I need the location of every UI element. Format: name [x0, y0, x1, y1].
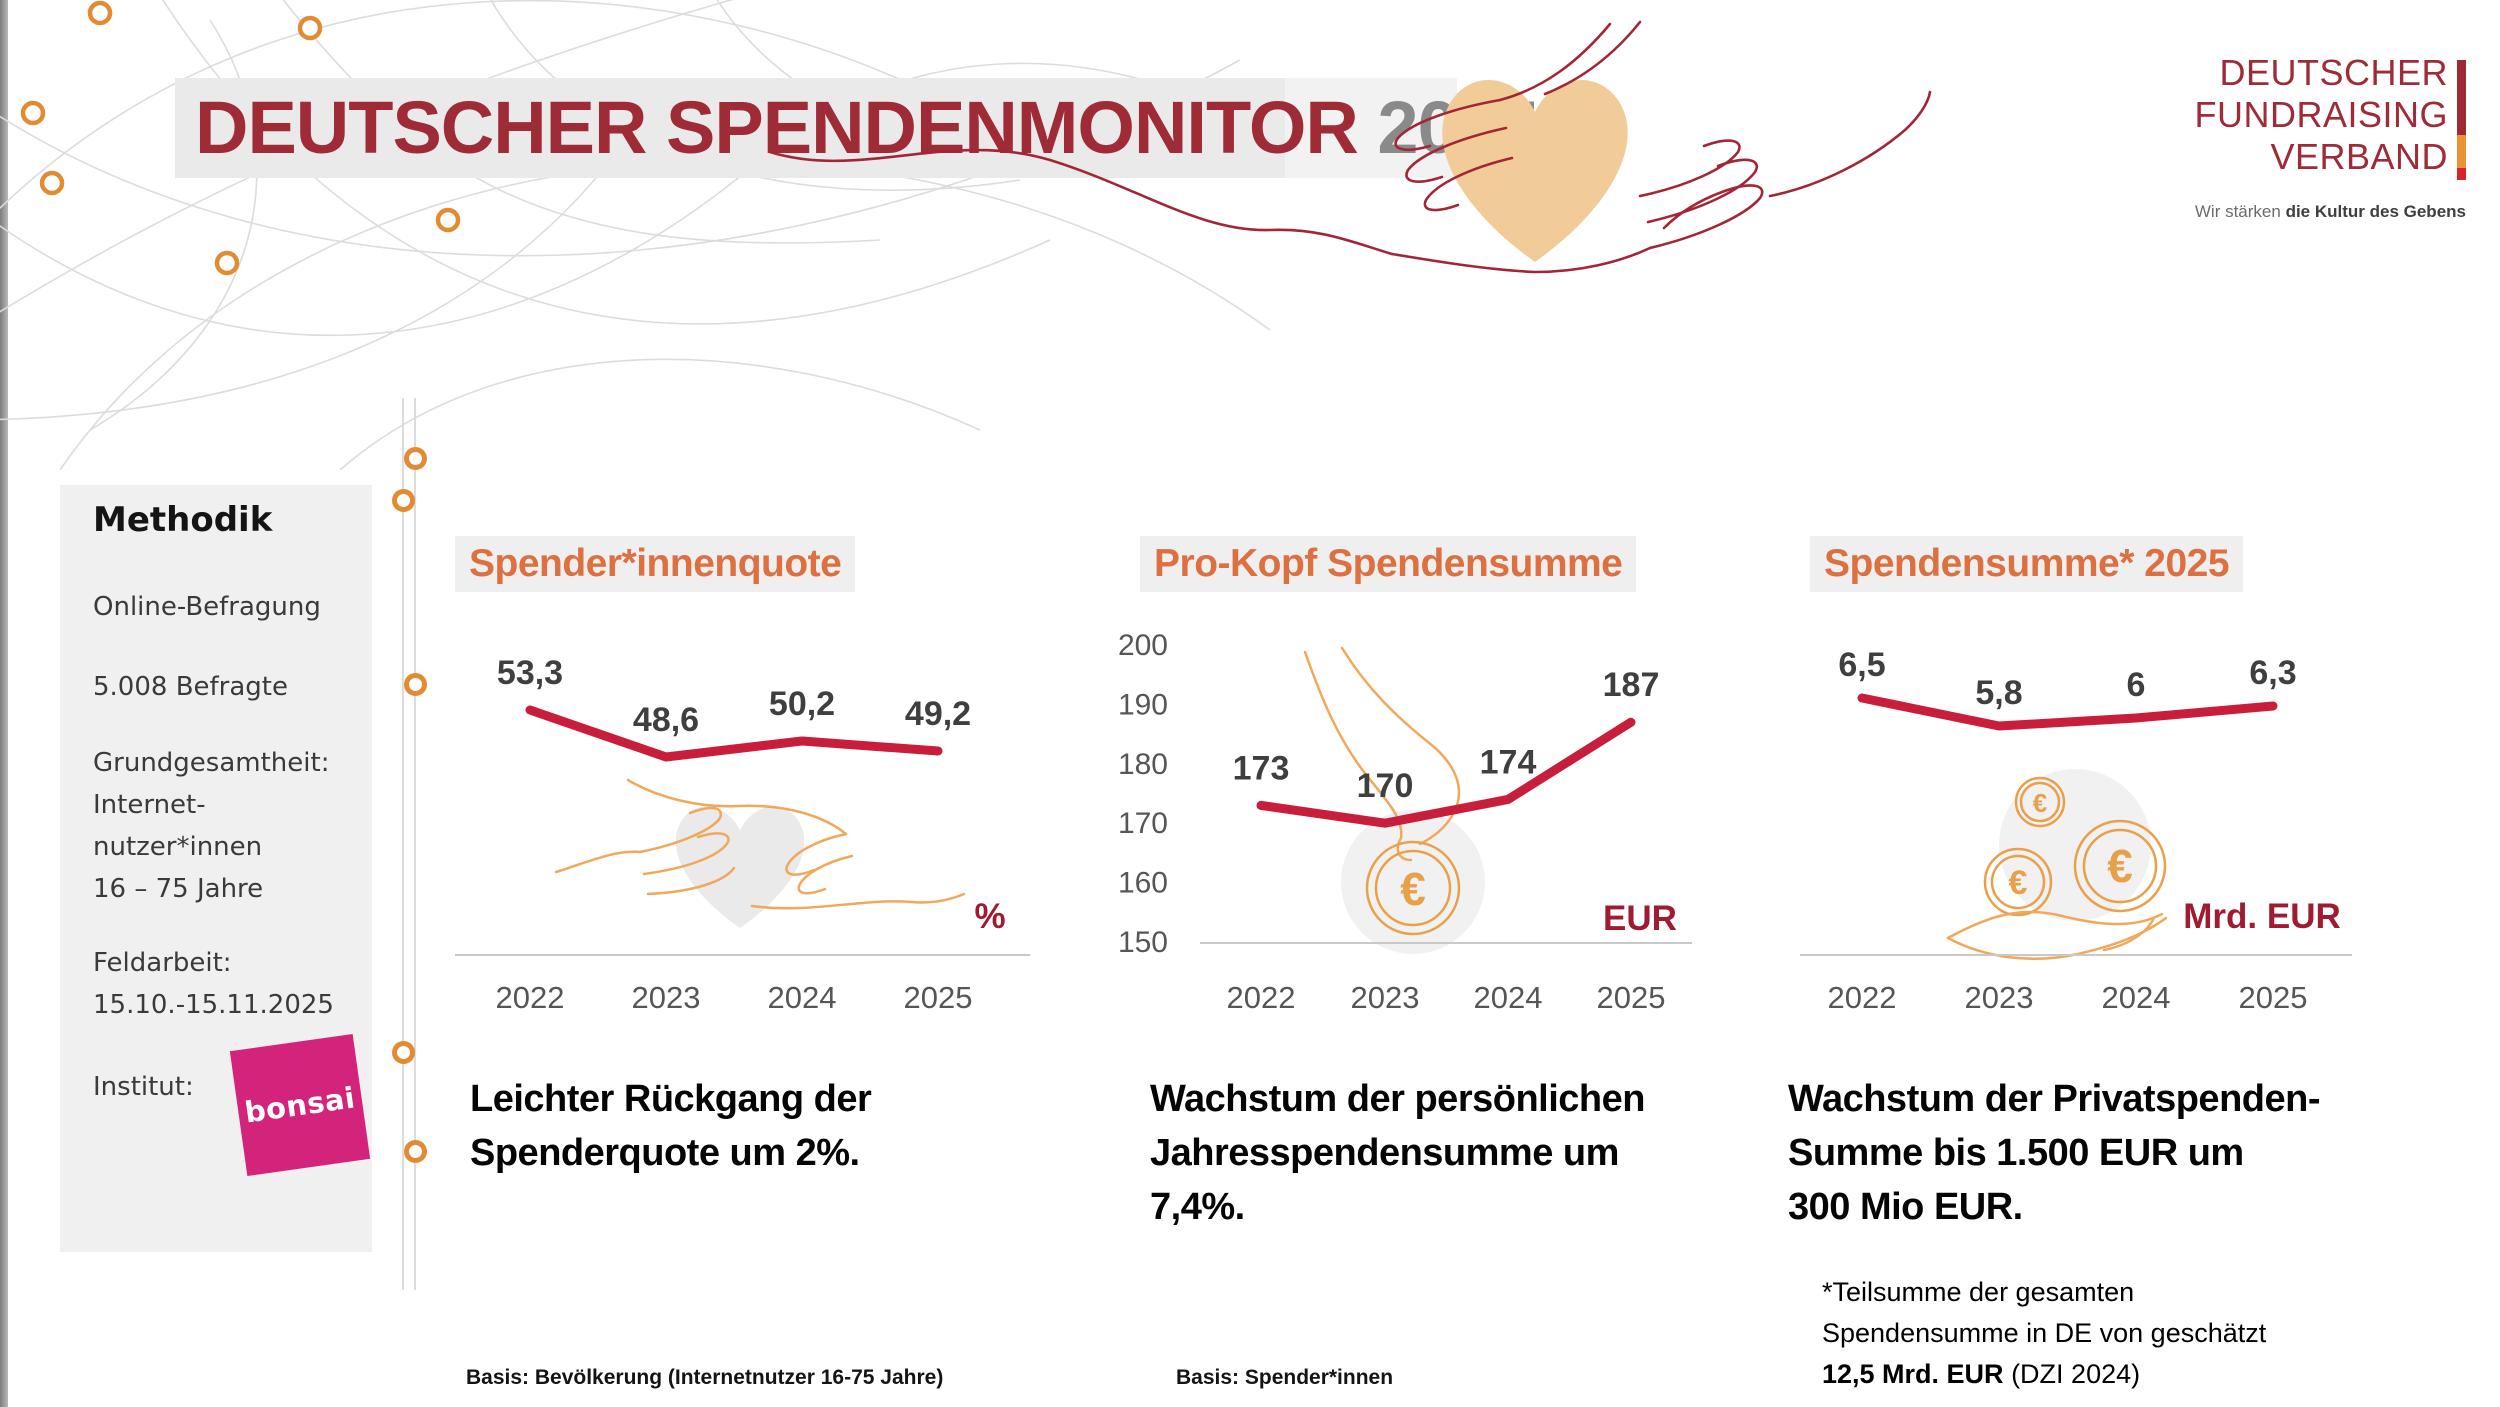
dfv-logo-wordmark: DEUTSCHER FUNDRAISING VERBAND [2194, 52, 2448, 178]
title-year-highlight [1285, 78, 1457, 178]
divider-node-icon [404, 1140, 427, 1163]
data-line [525, 705, 943, 762]
y-axis-tick: 150 [1118, 926, 1168, 959]
basis-note-prokopf: Basis: Spender*innen [1176, 1366, 1394, 1389]
x-axis-label: 2025 [904, 980, 973, 1015]
dfv-logo-line: VERBAND [2270, 136, 2448, 177]
caption-prokopf: Wachstum der persönlichen Jahresspendens… [1150, 1078, 1645, 1228]
x-axis-label: 2024 [2102, 980, 2171, 1015]
data-line [1857, 693, 2278, 731]
data-label: 187 [1603, 666, 1660, 704]
x-axis-label: 2022 [496, 980, 565, 1015]
network-node-icon [297, 15, 323, 41]
network-node-icon [214, 250, 240, 276]
window-left-edge [0, 0, 8, 1407]
methodik-item: 5.008 Befragte [93, 672, 288, 702]
chart-title-prokopf: Pro-Kopf Spendensumme [1140, 536, 1637, 592]
methodik-heading: Methodik [93, 500, 273, 540]
prokopf-line-chart: € 200 190 180 170 160 150 173 2022 170 2023 174 202… [1118, 629, 1692, 1015]
network-node-icon [435, 207, 461, 233]
divider-node-icon [404, 447, 427, 470]
x-axis-label: 2022 [1828, 980, 1897, 1015]
x-axis-label: 2024 [768, 980, 837, 1015]
methodik-item: 15.10.-15.11.2025 [93, 990, 334, 1020]
x-axis-label: 2024 [1474, 980, 1543, 1015]
divider-line [414, 398, 416, 1290]
unit-label: Mrd. EUR [2183, 897, 2341, 936]
unit-label: % [974, 897, 1005, 936]
y-axis-tick: 180 [1118, 748, 1168, 781]
euro-icon: € [2009, 864, 2028, 902]
caption-spenderquote: Leichter Rückgang der Spenderquote um 2%… [470, 1078, 872, 1174]
dfv-logo-bar-icon [2457, 60, 2466, 180]
x-axis-label: 2023 [632, 980, 701, 1015]
methodik-item: 16 – 75 Jahre [93, 874, 264, 904]
hands-heart-illustration [768, 20, 1932, 274]
dfv-tagline: Wir stärken die Kultur des Gebens [2194, 202, 2466, 221]
euro-icon: € [2033, 788, 2047, 818]
heart-icon [1442, 79, 1628, 262]
divider-line [402, 398, 404, 1290]
x-axis-label: 2023 [1965, 980, 2034, 1015]
methodik-item: Grundgesamtheit: [93, 748, 330, 778]
dfv-logo-line: DEUTSCHER [2219, 52, 2448, 93]
network-node-icon [39, 170, 65, 196]
chart-title-spendensumme: Spendensumme* 2025 [1810, 536, 2244, 592]
x-axis-label: 2022 [1227, 980, 1296, 1015]
methodik-item: Online-Befragung [93, 592, 321, 622]
dfv-logo: DEUTSCHER FUNDRAISING VERBAND Wir stärke… [2150, 52, 2480, 237]
divider-node-icon [392, 1041, 415, 1064]
x-axis-label: 2025 [1597, 980, 1666, 1015]
basis-note-spenderquote: Basis: Bevölkerung (Internetnutzer 16-75… [466, 1366, 944, 1389]
x-axis-label: 2023 [1351, 980, 1420, 1015]
spenderquote-line-chart: 53,3 2022 48,6 2023 50,2 2024 49,2 2025% [455, 654, 1030, 1015]
data-label: 6 [2127, 666, 2146, 704]
institut-label: Institut: [93, 1072, 194, 1102]
unit-label: EUR [1603, 899, 1677, 938]
data-label: 48,6 [633, 701, 699, 739]
data-label: 49,2 [905, 695, 971, 733]
chart-title-spenderquote: Spender*innenquote [455, 536, 856, 592]
y-axis-tick: 190 [1118, 688, 1168, 721]
y-axis-tick: 170 [1118, 807, 1168, 840]
data-label: 174 [1480, 743, 1537, 781]
methodik-item: Feldarbeit: [93, 948, 232, 978]
bonsai-logo: bonsai [229, 1033, 371, 1177]
euro-icon: € [2107, 840, 2133, 892]
methodik-panel: Methodik Online-Befragung 5.008 Befragte… [60, 485, 372, 1252]
x-axis-label: 2025 [2239, 980, 2308, 1015]
hands-heart-watermark-icon [554, 778, 966, 928]
coins-hand-watermark-icon: € € € [1946, 769, 2168, 960]
euro-icon: € [1400, 863, 1426, 915]
y-axis-tick: 160 [1118, 867, 1168, 900]
data-label: 6,3 [2249, 654, 2296, 692]
data-line [1256, 717, 1636, 828]
data-label: 173 [1233, 749, 1290, 787]
dfv-logo-line: FUNDRAISING [2194, 94, 2448, 135]
network-node-icon [20, 100, 46, 126]
divider-node-icon [392, 489, 415, 512]
footnote: *Teilsumme der gesamten Spendensumme in … [1822, 1277, 2267, 1389]
network-node-icon [87, 0, 113, 26]
data-label: 5,8 [1975, 674, 2022, 712]
caption-spendensumme: Wachstum der Privatspenden- Summe bis 1.… [1788, 1078, 2321, 1228]
data-label: 53,3 [497, 654, 563, 692]
spendensumme-line-chart: € € € 6,5 2022 5,8 2023 6 2024 6,3 2025 Mrd. EUR [1800, 646, 2352, 1015]
data-label: 170 [1357, 767, 1414, 805]
data-label: 6,5 [1838, 646, 1885, 684]
divider-node-icon [404, 673, 427, 696]
methodik-item: nutzer*innen [93, 832, 263, 862]
data-label: 50,2 [769, 685, 835, 723]
y-axis-tick: 200 [1118, 629, 1168, 662]
methodik-item: Internet- [93, 790, 206, 820]
